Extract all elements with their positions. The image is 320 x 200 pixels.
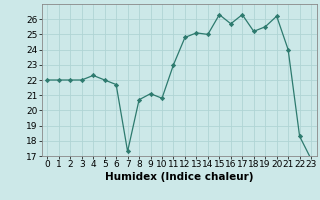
X-axis label: Humidex (Indice chaleur): Humidex (Indice chaleur): [105, 172, 253, 182]
